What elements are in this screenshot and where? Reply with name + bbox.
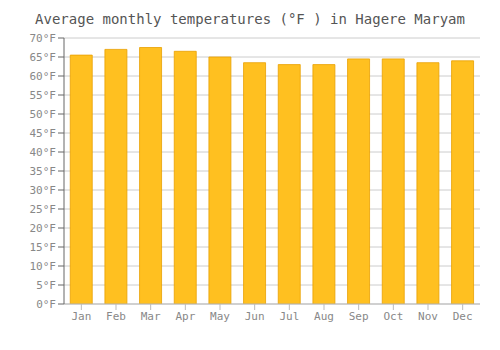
svg-text:Jun: Jun <box>245 310 265 323</box>
svg-text:Oct: Oct <box>383 310 403 323</box>
svg-text:50°F: 50°F <box>30 108 57 121</box>
svg-text:Sep: Sep <box>349 310 369 323</box>
svg-text:Jan: Jan <box>71 310 91 323</box>
svg-text:0°F: 0°F <box>36 298 56 311</box>
svg-text:Jul: Jul <box>279 310 299 323</box>
svg-text:35°F: 35°F <box>30 165 57 178</box>
svg-text:15°F: 15°F <box>30 241 57 254</box>
svg-text:Mar: Mar <box>141 310 161 323</box>
svg-text:Feb: Feb <box>106 310 126 323</box>
svg-text:40°F: 40°F <box>30 146 57 159</box>
svg-text:30°F: 30°F <box>30 184 57 197</box>
svg-text:20°F: 20°F <box>30 222 57 235</box>
svg-text:5°F: 5°F <box>36 279 56 292</box>
svg-text:60°F: 60°F <box>30 70 57 83</box>
svg-text:Dec: Dec <box>453 310 473 323</box>
svg-text:65°F: 65°F <box>30 51 57 64</box>
svg-text:10°F: 10°F <box>30 260 57 273</box>
svg-text:70°F: 70°F <box>30 32 57 45</box>
svg-text:45°F: 45°F <box>30 127 57 140</box>
svg-text:25°F: 25°F <box>30 203 57 216</box>
html-text:Average monthly temperatures (: Average monthly temperatures (°F ) in Ha… <box>35 11 465 27</box>
svg-text:Aug: Aug <box>314 310 334 323</box>
svg-text:Apr: Apr <box>175 310 195 323</box>
svg-text:55°F: 55°F <box>30 89 57 102</box>
svg-text:Nov: Nov <box>418 310 438 323</box>
svg-text:May: May <box>210 310 230 323</box>
